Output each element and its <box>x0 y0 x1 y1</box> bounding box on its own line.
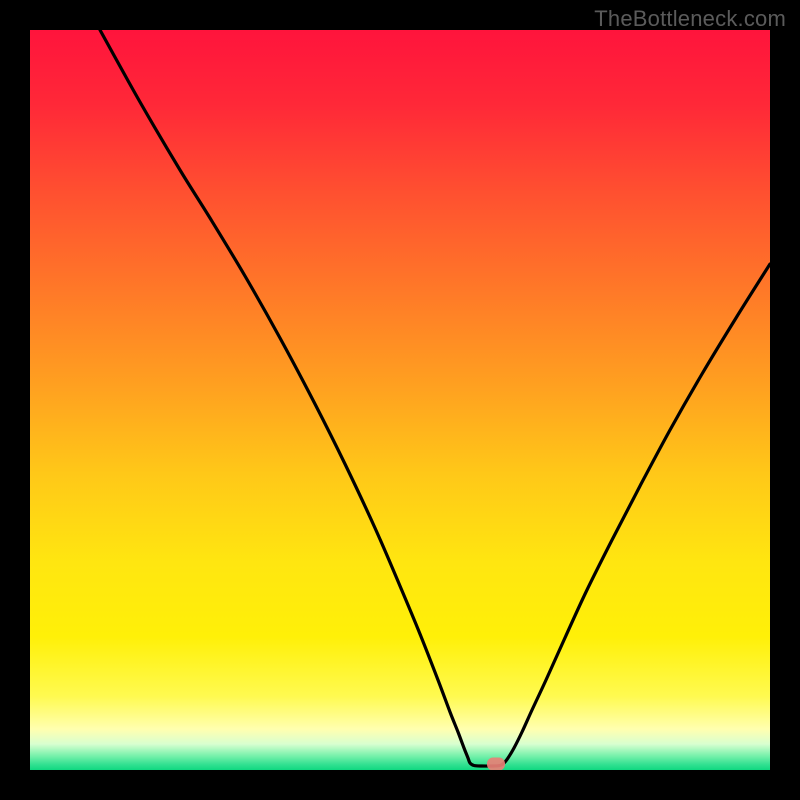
optimum-marker <box>487 758 505 771</box>
gradient-background <box>30 30 770 770</box>
plot-area <box>30 30 770 770</box>
bottleneck-curve-chart <box>30 30 770 770</box>
chart-frame: TheBottleneck.com <box>0 0 800 800</box>
watermark-label: TheBottleneck.com <box>594 6 786 32</box>
